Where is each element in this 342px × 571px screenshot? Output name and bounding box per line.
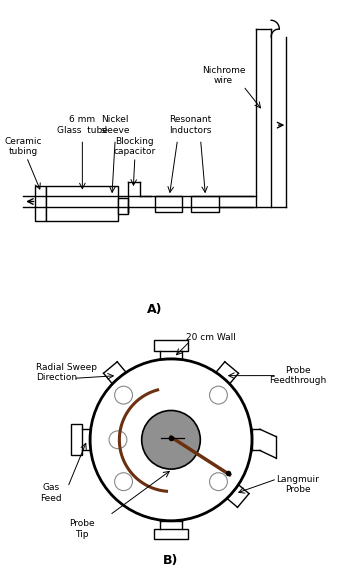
Bar xyxy=(154,529,188,539)
Bar xyxy=(118,198,128,214)
Bar xyxy=(154,340,188,351)
Text: A): A) xyxy=(147,303,162,316)
Bar xyxy=(71,424,82,455)
Bar xyxy=(155,196,183,212)
Text: 6 mm
Glass  tube: 6 mm Glass tube xyxy=(57,115,108,135)
Circle shape xyxy=(142,411,200,469)
Bar xyxy=(191,196,219,212)
Text: Ceramic
tubing: Ceramic tubing xyxy=(4,136,42,156)
Text: Nichrome
wire: Nichrome wire xyxy=(202,66,245,85)
Text: Probe
Feedthrough: Probe Feedthrough xyxy=(269,366,327,385)
Bar xyxy=(35,186,46,221)
Text: 20 cm Wall: 20 cm Wall xyxy=(186,333,236,343)
Text: Nickel
sleeve: Nickel sleeve xyxy=(101,115,130,135)
Bar xyxy=(46,186,118,221)
Text: Probe
Tip: Probe Tip xyxy=(69,520,94,539)
Text: B): B) xyxy=(163,554,179,567)
Text: Blocking
capacitor: Blocking capacitor xyxy=(114,136,156,156)
Text: Langmuir
Probe: Langmuir Probe xyxy=(277,475,319,494)
Text: Radial Sweep
Direction: Radial Sweep Direction xyxy=(37,363,97,383)
Text: Resonant
Inductors: Resonant Inductors xyxy=(170,115,212,135)
Text: Gas
Feed: Gas Feed xyxy=(40,483,62,502)
